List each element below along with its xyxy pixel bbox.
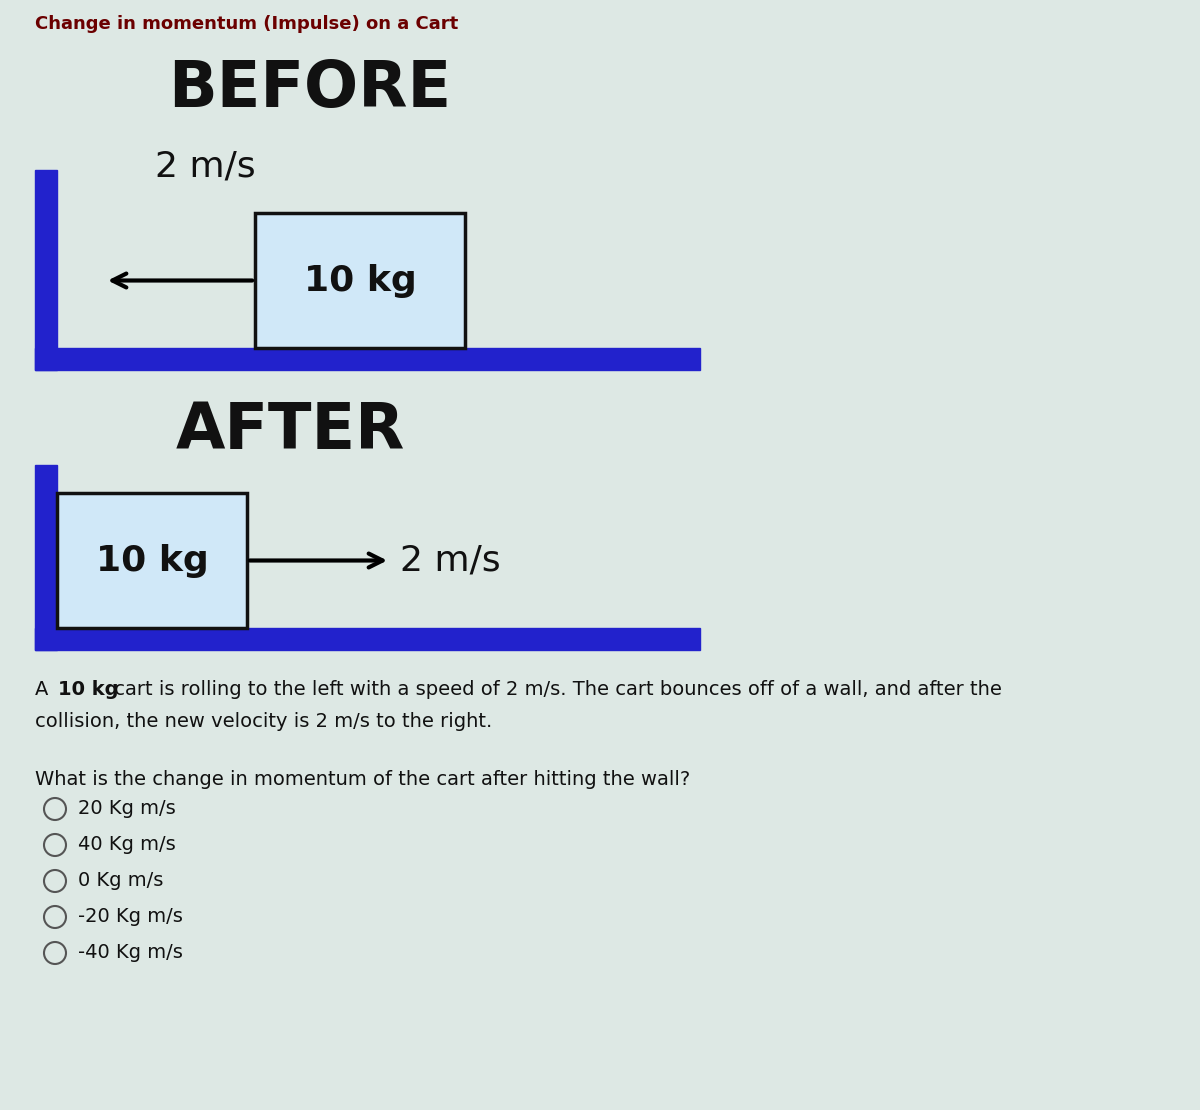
Text: 10 kg: 10 kg bbox=[58, 680, 119, 699]
Text: 10 kg: 10 kg bbox=[304, 263, 416, 297]
Text: 2 m/s: 2 m/s bbox=[400, 544, 500, 577]
Text: cart is rolling to the left with a speed of 2 m/s. The cart bounces off of a wal: cart is rolling to the left with a speed… bbox=[108, 680, 1002, 699]
Bar bbox=[35, 628, 700, 650]
Text: -20 Kg m/s: -20 Kg m/s bbox=[78, 908, 182, 927]
Text: 40 Kg m/s: 40 Kg m/s bbox=[78, 836, 175, 855]
Text: collision, the new velocity is 2 m/s to the right.: collision, the new velocity is 2 m/s to … bbox=[35, 712, 492, 731]
Text: AFTER: AFTER bbox=[175, 400, 404, 462]
Text: Change in momentum (Impulse) on a Cart: Change in momentum (Impulse) on a Cart bbox=[35, 16, 458, 33]
Text: 20 Kg m/s: 20 Kg m/s bbox=[78, 799, 175, 818]
Bar bbox=[256, 213, 466, 349]
Bar bbox=[35, 349, 700, 370]
Text: 2 m/s: 2 m/s bbox=[155, 150, 256, 184]
Text: 0 Kg m/s: 0 Kg m/s bbox=[78, 871, 163, 890]
Bar bbox=[58, 493, 247, 628]
Text: -40 Kg m/s: -40 Kg m/s bbox=[78, 944, 182, 962]
Text: What is the change in momentum of the cart after hitting the wall?: What is the change in momentum of the ca… bbox=[35, 770, 690, 789]
Bar bbox=[35, 170, 58, 370]
Text: 10 kg: 10 kg bbox=[96, 544, 209, 577]
Bar bbox=[35, 465, 58, 650]
Text: BEFORE: BEFORE bbox=[168, 58, 451, 120]
Text: A: A bbox=[35, 680, 55, 699]
